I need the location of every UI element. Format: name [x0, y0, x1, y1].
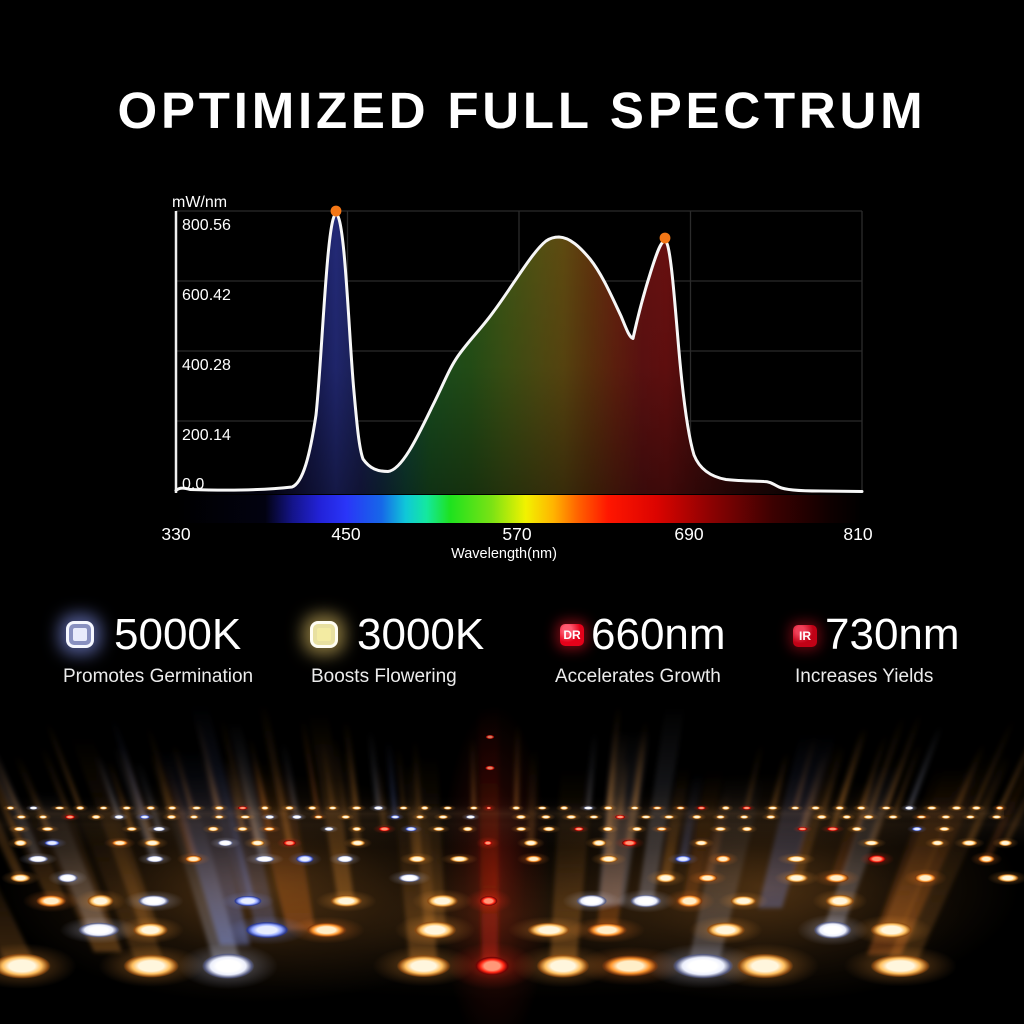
svg-text:810: 810	[843, 524, 872, 544]
svg-text:400.28: 400.28	[182, 357, 231, 374]
svg-text:690: 690	[674, 524, 703, 544]
svg-text:Wavelength(nm): Wavelength(nm)	[451, 546, 557, 562]
svg-text:600.42: 600.42	[182, 287, 231, 304]
svg-text:450: 450	[331, 524, 360, 544]
svg-text:570: 570	[502, 524, 531, 544]
svg-text:800.56: 800.56	[182, 217, 231, 234]
svg-text:330: 330	[161, 524, 190, 544]
svg-text:200.14: 200.14	[182, 427, 231, 444]
svg-text:mW/nm: mW/nm	[172, 194, 227, 211]
svg-text:0.0: 0.0	[182, 476, 204, 493]
